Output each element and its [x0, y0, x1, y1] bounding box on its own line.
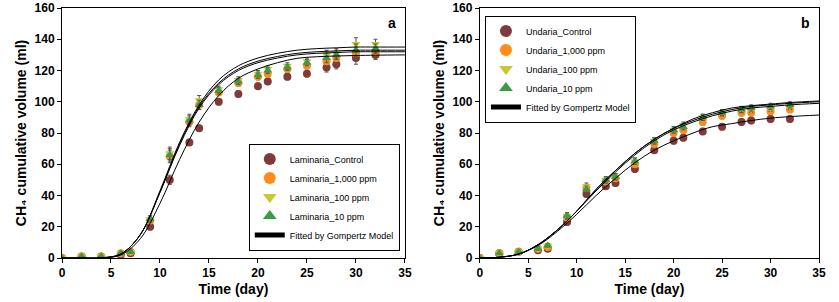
svg-text:100: 100: [35, 95, 55, 109]
svg-text:Undaria_10 ppm: Undaria_10 ppm: [526, 84, 593, 94]
svg-text:5: 5: [108, 266, 115, 280]
svg-text:Time (day): Time (day): [199, 281, 269, 297]
svg-text:Undaria_Control: Undaria_Control: [526, 27, 592, 37]
svg-text:80: 80: [459, 126, 473, 140]
svg-text:25: 25: [715, 266, 729, 280]
svg-text:Laminaria_Control: Laminaria_Control: [290, 155, 364, 165]
svg-text:CH₄ cumulative volume (ml): CH₄ cumulative volume (ml): [13, 40, 29, 226]
svg-text:25: 25: [300, 266, 314, 280]
svg-text:160: 160: [452, 1, 472, 15]
svg-text:60: 60: [41, 157, 55, 171]
svg-text:0: 0: [59, 266, 66, 280]
svg-text:15: 15: [202, 266, 216, 280]
svg-text:20: 20: [251, 266, 265, 280]
svg-text:35: 35: [398, 266, 412, 280]
svg-text:20: 20: [41, 220, 55, 234]
svg-text:15: 15: [619, 266, 633, 280]
svg-text:40: 40: [41, 189, 55, 203]
svg-text:Undaria_1,000 ppm: Undaria_1,000 ppm: [526, 46, 605, 56]
svg-text:0: 0: [477, 266, 484, 280]
svg-text:0: 0: [466, 251, 473, 265]
svg-text:140: 140: [452, 32, 472, 46]
svg-text:Laminaria_1,000 ppm: Laminaria_1,000 ppm: [290, 174, 377, 184]
svg-text:CH₄ cumulative volume (ml): CH₄ cumulative volume (ml): [431, 40, 447, 226]
svg-text:20: 20: [667, 266, 681, 280]
svg-text:120: 120: [35, 64, 55, 78]
svg-text:140: 140: [35, 32, 55, 46]
svg-text:Undaria_100 ppm: Undaria_100 ppm: [526, 65, 598, 75]
svg-text:160: 160: [35, 1, 55, 15]
svg-text:100: 100: [452, 95, 472, 109]
svg-text:30: 30: [764, 266, 778, 280]
svg-text:10: 10: [153, 266, 167, 280]
svg-text:60: 60: [459, 157, 473, 171]
svg-text:Fitted by Gompertz Model: Fitted by Gompertz Model: [526, 103, 630, 113]
svg-text:120: 120: [452, 64, 472, 78]
svg-text:a: a: [388, 15, 396, 31]
svg-text:0: 0: [48, 251, 55, 265]
svg-text:Fitted by Gompertz Model: Fitted by Gompertz Model: [290, 231, 394, 241]
svg-text:30: 30: [349, 266, 363, 280]
svg-text:10: 10: [570, 266, 584, 280]
svg-text:b: b: [801, 15, 810, 31]
svg-text:Laminaria_10 ppm: Laminaria_10 ppm: [290, 212, 365, 222]
svg-text:35: 35: [812, 266, 826, 280]
svg-text:20: 20: [459, 220, 473, 234]
svg-text:80: 80: [41, 126, 55, 140]
svg-text:Laminaria_100 ppm: Laminaria_100 ppm: [290, 193, 370, 203]
svg-text:5: 5: [525, 266, 532, 280]
svg-text:Time (day): Time (day): [615, 281, 685, 297]
svg-text:40: 40: [459, 189, 473, 203]
